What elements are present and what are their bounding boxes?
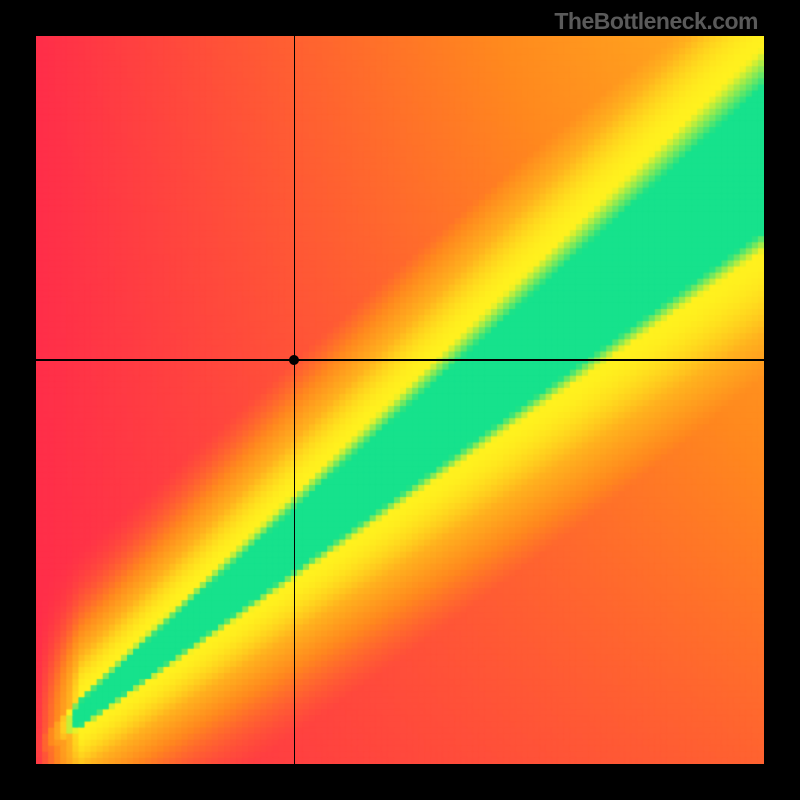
crosshair-marker <box>289 355 299 365</box>
plot-frame <box>36 36 764 764</box>
crosshair-vertical <box>294 36 296 764</box>
attribution-text: TheBottleneck.com <box>554 8 758 35</box>
crosshair-horizontal <box>36 359 764 361</box>
heatmap-canvas <box>36 36 764 764</box>
